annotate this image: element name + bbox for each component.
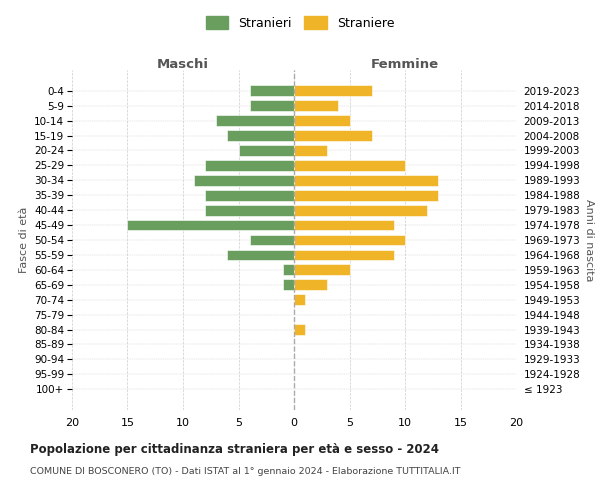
- Bar: [205, 205, 294, 216]
- Bar: [239, 145, 294, 156]
- Legend: Stranieri, Straniere: Stranieri, Straniere: [201, 11, 399, 35]
- Bar: [250, 86, 294, 96]
- Bar: [294, 264, 350, 275]
- Bar: [194, 175, 294, 186]
- Bar: [294, 86, 372, 96]
- Bar: [250, 100, 294, 111]
- Text: Maschi: Maschi: [157, 58, 209, 71]
- Bar: [294, 145, 328, 156]
- Bar: [128, 220, 294, 230]
- Y-axis label: Fasce di età: Fasce di età: [19, 207, 29, 273]
- Bar: [283, 264, 294, 275]
- Bar: [294, 280, 328, 290]
- Bar: [283, 280, 294, 290]
- Bar: [294, 100, 338, 111]
- Bar: [294, 160, 405, 171]
- Bar: [217, 116, 294, 126]
- Bar: [250, 234, 294, 246]
- Bar: [294, 175, 439, 186]
- Bar: [294, 250, 394, 260]
- Bar: [294, 220, 394, 230]
- Bar: [205, 160, 294, 171]
- Text: COMUNE DI BOSCONERO (TO) - Dati ISTAT al 1° gennaio 2024 - Elaborazione TUTTITAL: COMUNE DI BOSCONERO (TO) - Dati ISTAT al…: [30, 468, 461, 476]
- Bar: [294, 190, 439, 200]
- Bar: [205, 190, 294, 200]
- Bar: [227, 130, 294, 141]
- Bar: [294, 116, 350, 126]
- Text: Femmine: Femmine: [371, 58, 439, 71]
- Bar: [227, 250, 294, 260]
- Bar: [294, 234, 405, 246]
- Bar: [294, 324, 305, 335]
- Text: Popolazione per cittadinanza straniera per età e sesso - 2024: Popolazione per cittadinanza straniera p…: [30, 442, 439, 456]
- Bar: [294, 130, 372, 141]
- Bar: [294, 205, 427, 216]
- Y-axis label: Anni di nascita: Anni di nascita: [584, 198, 594, 281]
- Bar: [294, 294, 305, 305]
